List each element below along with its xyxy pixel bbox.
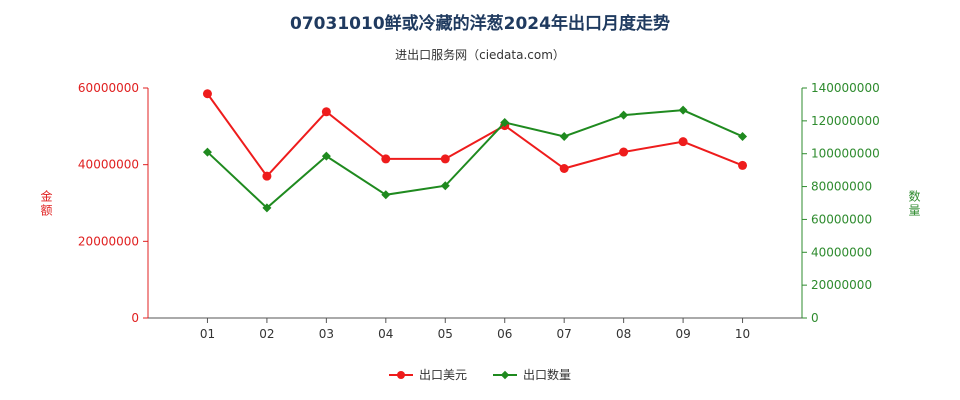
left-tick-label: 60000000	[78, 81, 139, 95]
series-point-1	[262, 203, 272, 213]
series-point-0	[559, 164, 569, 173]
series-point-1	[678, 105, 688, 115]
x-tick-label: 08	[616, 327, 631, 341]
right-tick-label: 60000000	[811, 212, 872, 226]
legend: 出口美元 出口数量	[0, 366, 960, 383]
series-point-0	[738, 160, 748, 170]
series-point-1	[738, 131, 748, 141]
legend-item-quantity[interactable]: 出口数量	[493, 366, 571, 383]
x-tick-label: 09	[675, 327, 690, 341]
right-tick-label: 40000000	[811, 245, 872, 259]
x-tick-label: 10	[735, 327, 750, 341]
x-tick-label: 04	[378, 327, 393, 341]
series-point-1	[559, 131, 569, 141]
series-point-0	[619, 147, 629, 157]
right-tick-label: 140000000	[811, 81, 880, 95]
x-tick-label: 03	[319, 327, 334, 341]
series-line-1	[206, 109, 743, 210]
series-point-0	[678, 137, 688, 147]
left-tick-label: 20000000	[78, 234, 139, 248]
series-point-1	[321, 151, 331, 161]
right-axis-title: 数量	[907, 190, 921, 218]
series-point-1	[202, 147, 212, 157]
series-point-0	[381, 154, 391, 164]
right-tick-label: 20000000	[811, 278, 872, 292]
right-tick-label: 120000000	[811, 114, 880, 128]
series-point-1	[440, 181, 450, 191]
left-tick-label: 40000000	[78, 158, 139, 172]
series-point-0	[202, 89, 212, 99]
x-tick-label: 07	[557, 327, 572, 341]
legend-item-usd[interactable]: 出口美元	[388, 366, 467, 383]
chart-title: 07031010鲜或冷藏的洋葱2024年出口月度走势	[290, 14, 670, 34]
chart-subtitle: 进出口服务网（ciedata.com）	[395, 48, 565, 62]
x-tick-label: 02	[259, 327, 274, 341]
left-axis-title: 金额	[39, 190, 53, 218]
legend-label-quantity: 出口数量	[523, 368, 572, 382]
right-tick-label: 100000000	[811, 147, 880, 161]
series-point-0	[321, 107, 331, 117]
series-point-1	[381, 190, 391, 200]
left-tick-label: 0	[131, 311, 139, 325]
legend-label-usd: 出口美元	[418, 368, 467, 382]
series-point-0	[262, 171, 272, 181]
x-tick-label: 05	[438, 327, 453, 341]
x-tick-label: 01	[200, 327, 215, 341]
series-point-1	[500, 118, 510, 127]
legend-swatch-quantity	[493, 369, 517, 381]
legend-swatch-usd	[388, 369, 413, 381]
x-tick-label: 06	[497, 327, 512, 341]
series-line-0	[206, 93, 743, 178]
series-point-1	[619, 110, 629, 120]
series-point-0	[440, 154, 450, 164]
right-tick-label: 80000000	[811, 180, 872, 194]
right-tick-label: 0	[811, 311, 819, 325]
